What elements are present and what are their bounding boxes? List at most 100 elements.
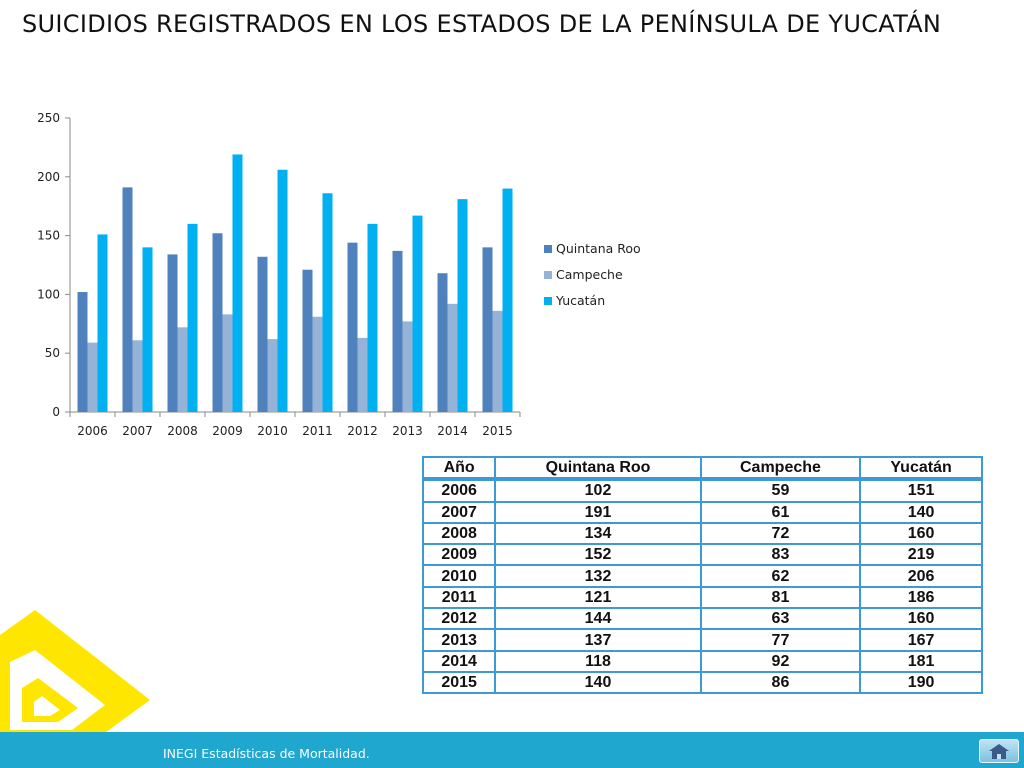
bar (87, 342, 98, 412)
home-icon (989, 744, 1009, 759)
table-cell: 137 (494, 628, 702, 652)
bar (347, 242, 358, 412)
table-row: 2010 132 62 206 (421, 564, 983, 588)
table-cell: 186 (859, 585, 983, 610)
table-cell: 2012 (421, 607, 497, 631)
table-header-cell: Campeche (699, 455, 862, 482)
table-cell: 152 (494, 543, 702, 567)
bar (492, 310, 503, 412)
bar (267, 339, 278, 412)
table-cell: 118 (494, 649, 702, 673)
y-tick-label: 0 (52, 405, 60, 419)
table-header-row: Año Quintana Roo Campeche Yucatán (421, 455, 983, 482)
table-row: 2009 152 83 219 (421, 543, 983, 567)
table-header-cell: Yucatán (859, 455, 983, 482)
table-cell: 151 (859, 478, 983, 503)
bar (322, 193, 333, 412)
table-cell: 62 (699, 564, 862, 588)
table-cell: 59 (699, 478, 862, 503)
table-cell: 61 (699, 500, 862, 524)
table-cell: 219 (859, 543, 983, 567)
table-cell: 2009 (421, 543, 497, 567)
table-cell: 86 (699, 670, 862, 695)
table-cell: 134 (494, 521, 702, 546)
x-tick-label: 2015 (482, 424, 513, 438)
table-cell: 63 (699, 607, 862, 631)
table-cell: 160 (859, 521, 983, 546)
y-tick-label: 150 (37, 229, 60, 243)
table-cell: 140 (494, 670, 702, 695)
legend-label: Campeche (556, 267, 623, 282)
bar (367, 223, 378, 412)
footer-text: INEGI Estadísticas de Mortalidad. (163, 746, 370, 761)
table-cell: 77 (699, 628, 862, 652)
bar (77, 292, 88, 412)
table-row: 2007 191 61 140 (421, 500, 983, 524)
table-header-cell: Quintana Roo (494, 455, 702, 482)
x-tick-label: 2013 (392, 424, 423, 438)
table-cell: 160 (859, 607, 983, 631)
table-row: 2014 118 92 181 (421, 649, 983, 673)
legend-swatch (544, 245, 552, 253)
bar (357, 337, 368, 412)
table-cell: 2008 (421, 521, 497, 546)
x-tick-label: 2006 (77, 424, 108, 438)
table-header-cell: Año (421, 455, 497, 482)
table-cell: 206 (859, 564, 983, 588)
home-button[interactable] (979, 739, 1019, 763)
bar (392, 250, 403, 412)
bar (457, 199, 468, 412)
legend-label: Yucatán (555, 293, 605, 308)
bar (177, 327, 188, 412)
legend-swatch (544, 297, 552, 305)
table-cell: 121 (494, 585, 702, 610)
bar (402, 321, 413, 412)
bar (142, 247, 153, 412)
table-cell: 167 (859, 628, 983, 652)
bar (257, 256, 268, 412)
table-row: 2013 137 77 167 (421, 628, 983, 652)
bar (132, 340, 143, 412)
bar (222, 314, 233, 412)
footer-bar (0, 732, 1024, 768)
x-tick-label: 2007 (122, 424, 153, 438)
bar (97, 234, 108, 412)
table-cell: 191 (494, 500, 702, 524)
x-tick-label: 2010 (257, 424, 288, 438)
table-cell: 2013 (421, 628, 497, 652)
bar (502, 188, 513, 412)
table-cell: 181 (859, 649, 983, 673)
table-cell: 92 (699, 649, 862, 673)
y-tick-label: 100 (37, 287, 60, 301)
table-cell: 102 (494, 478, 702, 503)
bar (232, 154, 243, 412)
table-cell: 190 (859, 670, 983, 695)
bar (302, 269, 313, 412)
table-cell: 2006 (421, 478, 497, 503)
table-row: 2015 140 86 190 (421, 670, 983, 695)
bar (187, 223, 198, 412)
bar (212, 233, 223, 412)
bar-chart: 0 50 100 150 200 250 2006 2007 2008 2009 2010 2011 2… (37, 111, 641, 438)
bar (482, 247, 493, 412)
table-row: 2011 121 81 186 (421, 585, 983, 610)
bar (437, 273, 448, 412)
bar (167, 254, 178, 412)
x-tick-label: 2011 (302, 424, 333, 438)
table-cell: 83 (699, 543, 862, 567)
x-tick-label: 2012 (347, 424, 378, 438)
bar (277, 169, 288, 412)
table-cell: 2011 (421, 585, 497, 610)
data-table: Año Quintana Roo Campeche Yucatán 2006 102 59… (421, 455, 983, 695)
y-tick-label: 200 (37, 170, 60, 184)
table-cell: 72 (699, 521, 862, 546)
x-tick-label: 2014 (437, 424, 468, 438)
table-cell: 144 (494, 607, 702, 631)
x-tick-label: 2009 (212, 424, 243, 438)
bar (312, 316, 323, 412)
table-cell: 2010 (421, 564, 497, 588)
y-tick-label: 250 (37, 111, 60, 125)
table-cell: 2014 (421, 649, 497, 673)
table-cell: 140 (859, 500, 983, 524)
table-cell: 2007 (421, 500, 497, 524)
